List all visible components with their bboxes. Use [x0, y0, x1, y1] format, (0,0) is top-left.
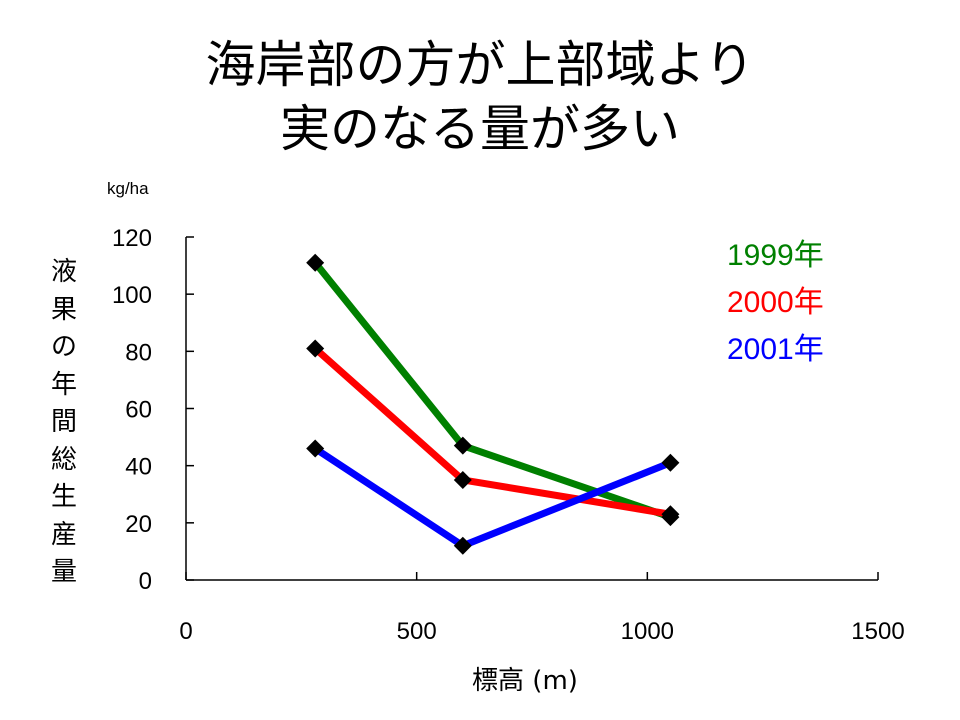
y-tick-label: 40	[125, 454, 152, 481]
y-axis-label: 液果の年間総生産量	[48, 254, 80, 592]
legend-entry: 1999年	[727, 239, 824, 272]
series-line	[311, 259, 674, 521]
x-tick-label: 1000	[621, 618, 674, 645]
y-unit-label: kg/ha	[107, 179, 149, 198]
data-point-marker	[306, 439, 325, 458]
data-point-marker	[453, 470, 472, 489]
y-axis-label-char: 生	[50, 482, 77, 512]
legend-entry: 2000年	[727, 286, 824, 319]
x-axis-label: 標高 (m)	[472, 666, 578, 696]
y-axis-label-char: 産	[50, 519, 77, 550]
series-layer	[306, 253, 680, 555]
y-tick-label: 100	[112, 282, 152, 309]
data-point-marker	[453, 536, 472, 555]
y-tick-label: 120	[112, 225, 152, 252]
y-tick-label: 0	[139, 568, 152, 595]
data-point-marker	[661, 453, 680, 472]
series-1	[311, 344, 674, 518]
page-title-line1: 海岸部の方が上部域より	[205, 36, 755, 94]
y-axis-label-char: 総	[50, 444, 77, 475]
x-tick-label: 0	[179, 618, 192, 645]
legend-entry: 2001年	[727, 333, 824, 366]
data-point-marker	[453, 436, 472, 455]
series-line	[311, 344, 674, 518]
y-axis-label-char: 果	[50, 294, 77, 325]
x-tick-label: 500	[397, 618, 437, 645]
y-axis-label-char: 年	[50, 369, 77, 400]
series-0	[311, 259, 674, 521]
data-point-marker	[661, 505, 680, 524]
y-axis-label-char: の	[50, 332, 77, 362]
y-axis-label-char: 量	[50, 557, 77, 587]
y-axis-label-char: 間	[50, 407, 77, 437]
y-axis-label-char: 液	[50, 257, 77, 287]
data-point-marker	[306, 253, 325, 272]
y-tick-label: 20	[125, 511, 152, 538]
page-title-line2: 実のなる量が多い	[280, 100, 680, 158]
legend: 1999年 2000年 2001年	[727, 239, 824, 366]
axes: 0 20 40 60 80 100 120 0 500 1000 1500	[112, 225, 905, 645]
x-tick-label: 1500	[851, 618, 904, 645]
y-tick-label: 80	[125, 339, 152, 366]
data-point-marker	[306, 339, 325, 358]
y-tick-label: 60	[125, 397, 152, 424]
